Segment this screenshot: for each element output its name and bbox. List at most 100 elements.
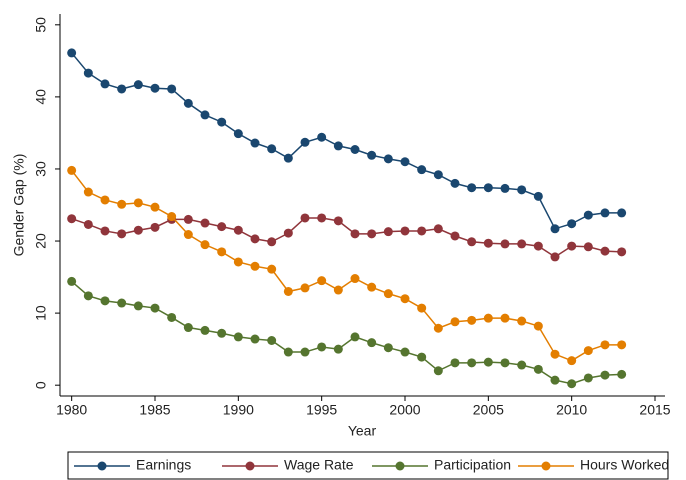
data-point: [600, 208, 610, 218]
data-point: [100, 296, 110, 306]
data-point: [483, 238, 493, 248]
data-point: [183, 214, 193, 224]
data-point: [83, 68, 93, 78]
x-tick-label: 1985: [139, 402, 170, 418]
data-point: [67, 214, 77, 224]
data-point: [200, 110, 210, 120]
data-point: [517, 360, 527, 370]
data-point: [83, 187, 93, 197]
data-point: [133, 301, 143, 311]
data-point: [267, 336, 277, 346]
data-point: [450, 231, 460, 241]
data-point: [250, 234, 260, 244]
legend-marker: [245, 461, 255, 471]
data-point: [467, 183, 477, 193]
data-point: [533, 191, 543, 201]
data-point: [267, 237, 277, 247]
data-point: [317, 342, 327, 352]
data-point: [517, 316, 527, 326]
data-point: [483, 313, 493, 323]
data-point: [333, 344, 343, 354]
data-point: [317, 213, 327, 223]
data-point: [367, 282, 377, 292]
legend-marker: [395, 461, 405, 471]
data-point: [117, 298, 127, 308]
data-point: [450, 358, 460, 368]
data-point: [467, 358, 477, 368]
y-axis-label: Gender Gap (%): [11, 154, 27, 257]
series-line: [71, 280, 622, 385]
data-point: [533, 241, 543, 251]
y-tick-label: 50: [33, 17, 49, 33]
data-point: [433, 323, 443, 333]
data-point: [417, 226, 427, 236]
x-tick-label: 2005: [473, 402, 504, 418]
data-point: [417, 303, 427, 313]
data-point: [483, 183, 493, 193]
data-point: [100, 195, 110, 205]
data-point: [617, 340, 627, 350]
series-line: [71, 52, 622, 230]
data-point: [550, 375, 560, 385]
legend-label: Hours Worked: [580, 457, 669, 473]
data-point: [250, 261, 260, 271]
data-point: [200, 325, 210, 335]
data-point: [333, 216, 343, 226]
y-tick-label: 40: [33, 89, 49, 105]
data-point: [417, 165, 427, 175]
data-point: [233, 129, 243, 139]
data-point: [233, 225, 243, 235]
data-point: [600, 246, 610, 256]
data-point: [100, 79, 110, 89]
data-point: [217, 117, 227, 127]
data-point: [600, 340, 610, 350]
data-point: [367, 150, 377, 160]
data-point: [383, 343, 393, 353]
data-point: [167, 84, 177, 94]
data-point: [350, 332, 360, 342]
data-point: [433, 170, 443, 180]
data-point: [367, 229, 377, 239]
legend-label: Participation: [434, 457, 511, 473]
data-point: [217, 222, 227, 232]
data-point: [200, 240, 210, 250]
data-point: [100, 226, 110, 236]
data-point: [133, 80, 143, 90]
data-point: [483, 357, 493, 367]
data-point: [167, 212, 177, 222]
data-point: [117, 199, 127, 209]
data-point: [550, 349, 560, 359]
data-point: [67, 165, 77, 175]
data-point: [283, 347, 293, 357]
data-point: [83, 219, 93, 229]
y-tick-label: 30: [33, 161, 49, 177]
data-point: [150, 303, 160, 313]
x-tick-label: 2015: [639, 402, 670, 418]
data-point: [400, 157, 410, 167]
data-point: [533, 364, 543, 374]
data-point: [350, 229, 360, 239]
data-point: [500, 313, 510, 323]
data-point: [567, 241, 577, 251]
data-point: [333, 285, 343, 295]
data-point: [267, 264, 277, 274]
y-tick-label: 10: [33, 305, 49, 321]
data-point: [133, 198, 143, 208]
data-point: [167, 312, 177, 322]
data-point: [583, 242, 593, 252]
data-point: [300, 137, 310, 147]
data-point: [383, 289, 393, 299]
data-point: [150, 222, 160, 232]
data-point: [517, 185, 527, 195]
x-tick-label: 1980: [56, 402, 87, 418]
data-point: [400, 226, 410, 236]
data-point: [217, 247, 227, 257]
data-point: [283, 286, 293, 296]
x-tick-label: 2010: [556, 402, 587, 418]
legend-label: Wage Rate: [284, 457, 354, 473]
data-point: [567, 219, 577, 229]
data-point: [617, 369, 627, 379]
data-point: [600, 370, 610, 380]
data-point: [117, 84, 127, 94]
